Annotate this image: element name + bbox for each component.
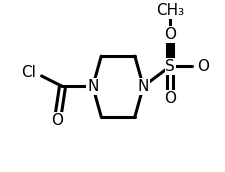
Text: N: N bbox=[87, 79, 98, 94]
Text: O: O bbox=[196, 59, 208, 74]
Text: O: O bbox=[164, 91, 176, 106]
Text: CH₃: CH₃ bbox=[155, 3, 183, 18]
Text: N: N bbox=[137, 79, 148, 94]
Text: Cl: Cl bbox=[21, 66, 35, 80]
Text: S: S bbox=[165, 59, 174, 74]
Text: O: O bbox=[51, 113, 63, 128]
Text: O: O bbox=[164, 27, 176, 42]
